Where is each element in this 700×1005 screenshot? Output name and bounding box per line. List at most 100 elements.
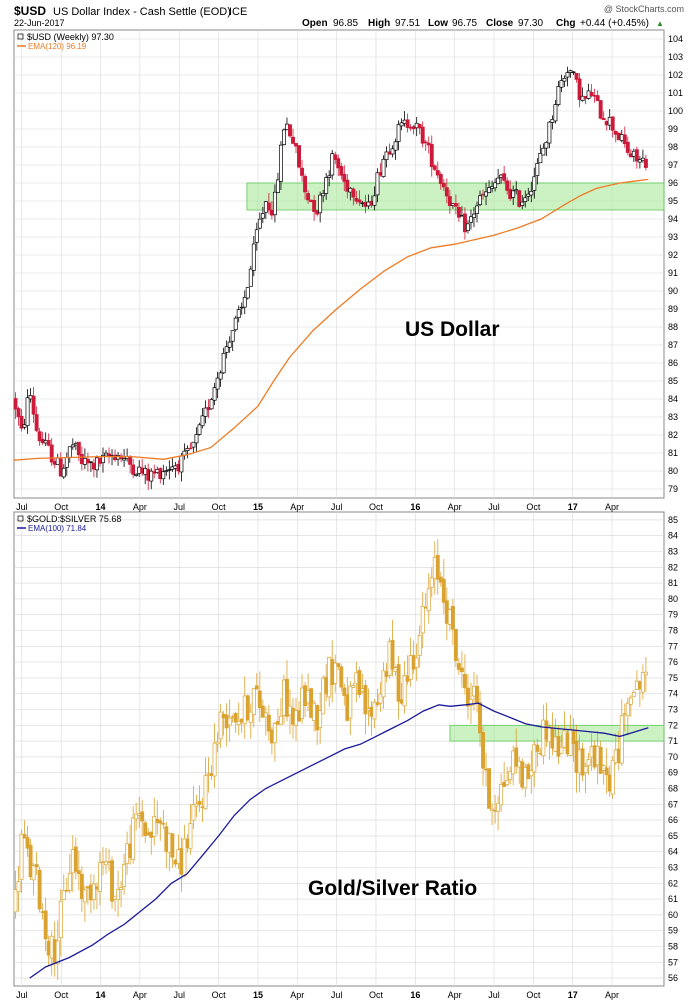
- ratio-candle-body: [28, 844, 33, 877]
- usd-y-tick-label: 87: [668, 340, 678, 350]
- ratio-candle-body: [529, 770, 534, 777]
- usd-y-tick-label: 90: [668, 286, 678, 296]
- usd-candle-body: [257, 218, 262, 229]
- open-label: Open: [302, 18, 328, 29]
- ratio-candle-body: [631, 691, 636, 697]
- usd-candle-body: [191, 441, 196, 448]
- usd-candle-body: [345, 179, 350, 192]
- ratio-candle-body: [218, 711, 223, 740]
- ratio-candle-body: [469, 699, 473, 706]
- usd-x-tick-label: 14: [96, 502, 106, 512]
- ratio-candle-body: [363, 685, 368, 715]
- usd-candle-body: [511, 190, 516, 198]
- usd-candle-body: [282, 129, 286, 146]
- ratio-y-tick-label: 61: [668, 894, 678, 904]
- ratio-candle-body: [76, 870, 81, 875]
- usd-candle-body: [634, 149, 639, 162]
- usd-y-tick-label: 91: [668, 268, 678, 278]
- usd-candle-body: [194, 434, 199, 444]
- usd-candle-body: [221, 352, 226, 374]
- ratio-candle-body: [348, 685, 353, 719]
- usd-candle-body: [384, 151, 389, 161]
- usd-candle-body: [49, 444, 54, 463]
- usd-candle-body: [179, 455, 184, 473]
- usd-candle-body: [420, 126, 425, 144]
- low-label: Low: [428, 18, 448, 29]
- ratio-candle-body: [487, 768, 492, 809]
- ratio-candle-body: [251, 688, 256, 716]
- usd-x-tick-label: Jul: [331, 502, 343, 512]
- usd-candle-body: [167, 469, 172, 471]
- usd-candle-body: [469, 216, 473, 223]
- usd-candle-body: [435, 170, 440, 176]
- usd-candle-body: [625, 141, 630, 153]
- ratio-candle-body: [604, 767, 609, 776]
- ratio-candle-body: [236, 720, 241, 725]
- usd-x-tick-label: Jul: [488, 502, 500, 512]
- ratio-candle-body: [116, 889, 121, 901]
- ratio-y-tick-label: 58: [668, 942, 678, 952]
- usd-candle-body: [339, 166, 344, 176]
- ratio-candle-body: [61, 890, 66, 900]
- ratio-panel: 56 57 58 59 60 61 62 63 64 65 66 67 68 69 70 71 72 73 74 75…: [13, 512, 678, 1000]
- ratio-y-tick-label: 85: [668, 515, 678, 525]
- ratio-y-tick-label: 66: [668, 815, 678, 825]
- ratio-candle-body: [505, 780, 510, 786]
- usd-candle-body: [233, 317, 238, 331]
- usd-candle-body: [31, 395, 36, 415]
- usd-candle-body: [101, 454, 105, 464]
- ratio-candle-body: [158, 820, 163, 824]
- usd-candle-body: [318, 194, 323, 214]
- usd-candle-body: [58, 458, 63, 477]
- ratio-candle-body: [79, 873, 84, 900]
- usd-y-tick-label: 88: [668, 322, 678, 332]
- usd-candle-body: [342, 173, 347, 182]
- usd-candle-body: [523, 197, 528, 202]
- ratio-legend-label: $GOLD:$SILVER 75.68: [27, 514, 121, 524]
- ratio-candle-body: [462, 674, 467, 689]
- usd-candle-body: [312, 200, 317, 212]
- usd-candle-body: [472, 213, 476, 219]
- usd-candle-body: [134, 474, 139, 476]
- ratio-candle-body: [628, 697, 633, 705]
- usd-candle-body: [393, 141, 398, 151]
- ratio-candle-body: [357, 670, 362, 695]
- usd-legend-swatch: [17, 33, 24, 40]
- ratio-candle-body: [339, 666, 344, 688]
- usd-candle-body: [456, 207, 461, 218]
- ratio-y-tick-label: 56: [668, 973, 678, 983]
- ratio-candle-body: [82, 889, 87, 903]
- usd-candle-body: [185, 448, 190, 451]
- usd-candle-body: [230, 330, 235, 342]
- usd-x-tick-label: 16: [410, 502, 420, 512]
- ratio-y-tick-label: 64: [668, 847, 678, 857]
- usd-candle-body: [441, 182, 446, 188]
- usd-candle-body: [128, 456, 133, 465]
- ratio-candle-body: [459, 667, 464, 672]
- usd-candle-body: [538, 153, 543, 164]
- usd-y-tick-label: 100: [668, 106, 683, 116]
- ratio-candle-body: [342, 687, 347, 696]
- ratio-x-tick-label: Oct: [369, 990, 384, 1000]
- ratio-candle-body: [191, 804, 196, 821]
- ratio-candle-body: [625, 702, 630, 717]
- ratio-candle-body: [19, 833, 24, 880]
- chg-value: +0.44 (+0.45%): [580, 18, 649, 29]
- usd-x-tick-label: Apr: [605, 502, 619, 512]
- usd-candle-body: [553, 104, 558, 122]
- ratio-y-tick-label: 65: [668, 831, 678, 841]
- low-value: 96.75: [452, 18, 477, 29]
- ratio-x-tick-label: 15: [253, 990, 263, 1000]
- usd-candle-body: [565, 72, 570, 78]
- usd-y-tick-label: 97: [668, 160, 678, 170]
- usd-candle-body: [444, 187, 449, 197]
- usd-candle-body: [372, 195, 377, 206]
- usd-panel: 79 80 81 82 83 84 85 86 87 88 89 90 91 92 93 94 95 96 97 98…: [13, 30, 683, 512]
- ratio-candle-body: [285, 678, 289, 717]
- ratio-candle-body: [98, 862, 102, 892]
- ratio-y-tick-label: 71: [668, 736, 678, 746]
- high-label: High: [368, 18, 390, 29]
- ratio-y-tick-label: 62: [668, 878, 678, 888]
- ratio-y-tick-label: 82: [668, 562, 678, 572]
- ratio-candle-body: [586, 759, 591, 766]
